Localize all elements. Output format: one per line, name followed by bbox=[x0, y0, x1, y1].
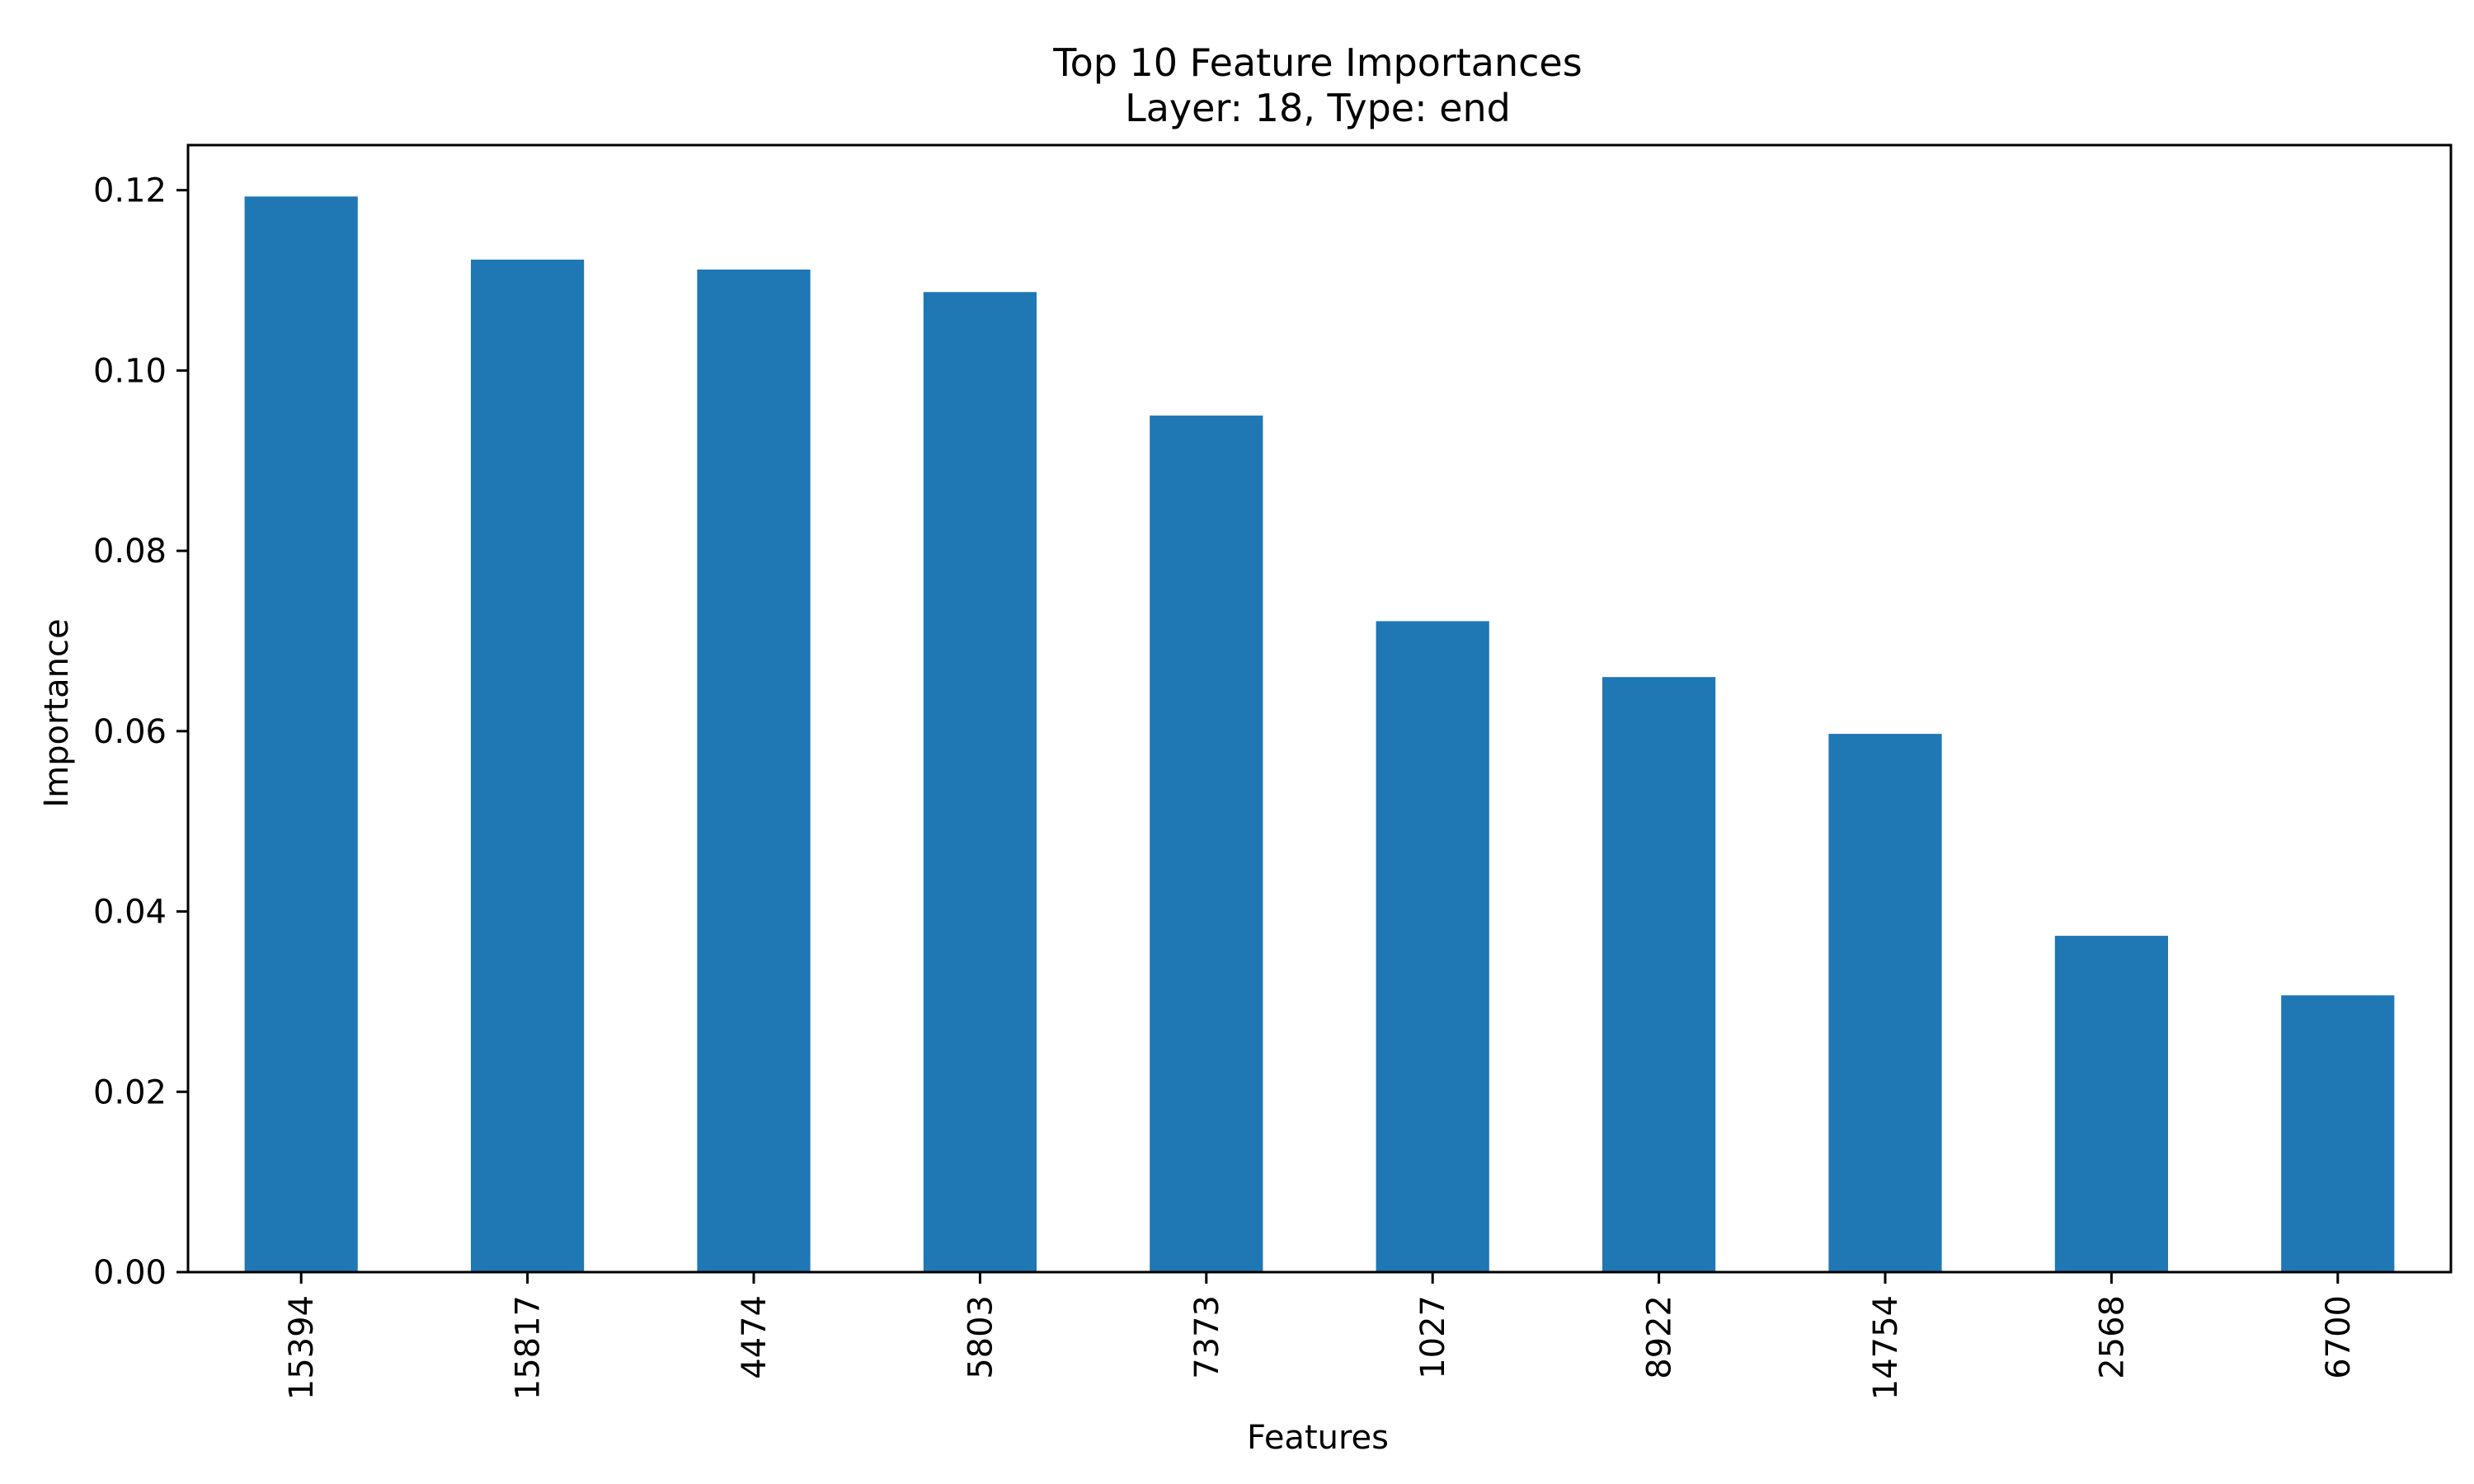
x-tick-label: 7373 bbox=[1188, 1295, 1226, 1379]
y-tick-label: 0.00 bbox=[93, 1254, 167, 1292]
y-tick-label: 0.10 bbox=[93, 352, 167, 390]
x-tick-label: 14754 bbox=[1867, 1295, 1905, 1400]
y-tick-label: 0.08 bbox=[93, 533, 167, 571]
y-tick-label: 0.12 bbox=[93, 172, 167, 210]
bar-6700 bbox=[2281, 995, 2395, 1272]
x-axis-ticks: 15394 15817 4474 5803 7373 1027 8922 14754 2568 6… bbox=[283, 1272, 2358, 1400]
x-tick-label: 8922 bbox=[1641, 1295, 1679, 1379]
chart-subtitle: Layer: 18, Type: end bbox=[1125, 86, 1511, 130]
bar-7373 bbox=[1150, 416, 1263, 1273]
x-tick-label: 5803 bbox=[962, 1295, 999, 1379]
bars-group bbox=[244, 196, 2395, 1273]
y-tick-label: 0.04 bbox=[93, 894, 167, 932]
bar-2568 bbox=[2054, 936, 2168, 1272]
bar-1027 bbox=[1376, 621, 1489, 1272]
x-tick-label: 1027 bbox=[1414, 1295, 1452, 1379]
bar-5803 bbox=[923, 292, 1037, 1272]
y-axis-ticks: 0.00 0.02 0.04 0.06 0.08 0.10 0.12 bbox=[93, 172, 188, 1292]
y-tick-label: 0.06 bbox=[93, 713, 167, 751]
y-tick-label: 0.02 bbox=[93, 1073, 167, 1111]
x-tick-label: 2568 bbox=[2093, 1295, 2131, 1379]
x-axis-label: Features bbox=[1247, 1419, 1389, 1457]
chart-title: Top 10 Feature Importances bbox=[1052, 40, 1582, 85]
y-axis-label: Importance bbox=[38, 618, 76, 807]
bar-15817 bbox=[471, 259, 585, 1272]
bar-4474 bbox=[697, 269, 811, 1273]
bar-14754 bbox=[1828, 734, 1942, 1272]
bar-8922 bbox=[1602, 677, 1716, 1272]
x-tick-label: 4474 bbox=[736, 1295, 774, 1379]
x-tick-label: 15394 bbox=[283, 1295, 321, 1400]
bar-15394 bbox=[244, 196, 358, 1272]
x-tick-label: 15817 bbox=[510, 1295, 548, 1400]
plot-frame bbox=[186, 143, 2453, 1274]
x-tick-label: 6700 bbox=[2320, 1295, 2358, 1379]
